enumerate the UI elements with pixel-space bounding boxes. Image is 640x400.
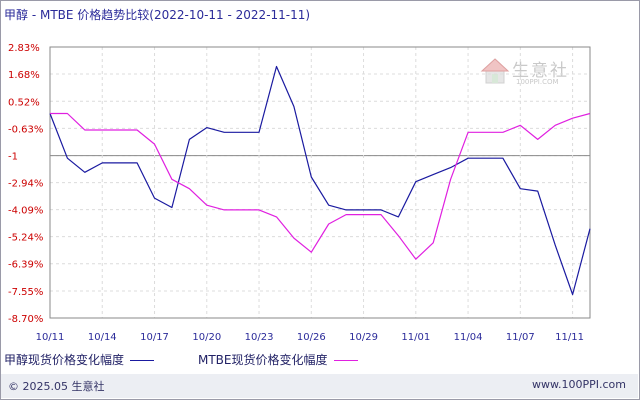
- x-tick-label: 10/23: [245, 332, 274, 343]
- legend-swatch-mtbe: [333, 360, 358, 361]
- y-tick-label: 2.83%: [8, 43, 40, 54]
- x-tick-label: 10/14: [88, 332, 117, 343]
- y-tick-label: -0.63%: [8, 124, 43, 135]
- x-tick-label: 11/04: [454, 332, 483, 343]
- x-tick-label: 11/11: [555, 332, 584, 343]
- series-line-1: [50, 112, 591, 260]
- x-tick-label: 11/01: [401, 332, 430, 343]
- site-url-link[interactable]: www.100PPI.com: [532, 378, 626, 391]
- y-tick-label: -5.24%: [8, 233, 43, 244]
- chart-title: 甲醇 - MTBE 价格趋势比较(2022-10-11 - 2022-11-11…: [4, 8, 311, 22]
- y-tick-label: -7.55%: [8, 287, 43, 298]
- legend-label-methanol: 甲醇现货价格变化幅度: [4, 353, 125, 367]
- x-tick-label: 10/11: [36, 332, 65, 343]
- y-tick-label: -1: [8, 152, 18, 163]
- y-tick-label: 0.52%: [8, 97, 40, 108]
- x-tick-label: 10/17: [140, 332, 169, 343]
- y-tick-label: -4.09%: [8, 206, 43, 217]
- legend-label-mtbe: MTBE现货价格变化幅度: [198, 353, 328, 367]
- y-tick-label: -2.94%: [8, 179, 43, 190]
- plot-border: [49, 46, 591, 319]
- watermark: 生意社 100PPI.COM: [480, 56, 590, 90]
- x-tick-label: 11/07: [506, 332, 535, 343]
- y-tick-label: 1.68%: [8, 70, 40, 81]
- x-tick-label: 10/20: [192, 332, 221, 343]
- x-tick-label: 10/26: [297, 332, 326, 343]
- y-tick-label: -6.39%: [8, 260, 43, 271]
- legend-swatch-methanol: [130, 360, 155, 361]
- copyright-text: © 2025.05 生意社: [8, 380, 105, 393]
- watermark-url: 100PPI.COM: [516, 78, 559, 86]
- series-line-0: [49, 65, 591, 296]
- watermark-name: 生意社: [512, 61, 569, 81]
- legend-item-mtbe: MTBE现货价格变化幅度: [198, 351, 358, 368]
- footer-bar: [1, 374, 638, 398]
- y-tick-label: -8.70%: [8, 314, 43, 325]
- watermark-house-icon: [480, 58, 510, 84]
- legend-item-methanol: 甲醇现货价格变化幅度: [4, 351, 155, 368]
- x-tick-label: 10/29: [349, 332, 378, 343]
